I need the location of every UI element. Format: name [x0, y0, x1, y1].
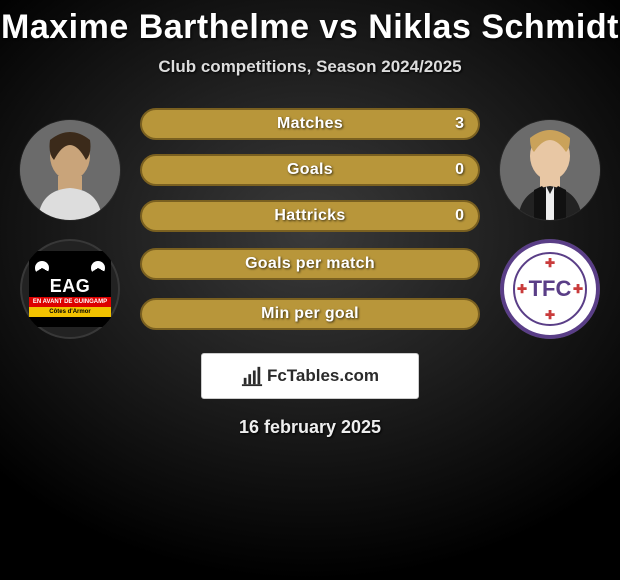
cross-icon: ✚	[517, 282, 527, 296]
stat-row-goals-per-match: Goals per match	[140, 248, 480, 280]
club-right-abbr: TFC	[529, 276, 572, 302]
cross-icon: ✚	[545, 256, 555, 270]
stat-value: 0	[455, 161, 464, 179]
stat-row-matches: Matches 3	[140, 108, 480, 140]
stat-row-hattricks: Hattricks 0	[140, 200, 480, 232]
swirl-icon	[91, 261, 105, 275]
stat-row-goals: Goals 0	[140, 154, 480, 186]
page-title: Maxime Barthelme vs Niklas Schmidt	[0, 0, 620, 47]
cross-icon: ✚	[545, 308, 555, 322]
stat-row-min-per-goal: Min per goal	[140, 298, 480, 330]
club-left-abbr: EAG	[50, 277, 91, 295]
stat-value: 0	[455, 207, 464, 225]
club-left-line1: EN AVANT DE GUINGAMP	[29, 297, 111, 307]
footer-badge: FcTables.com	[201, 353, 419, 399]
stat-value: 3	[455, 115, 464, 133]
swirl-icon	[35, 261, 49, 275]
club-right-badge: ✚ ✚ ✚ ✚ TFC	[500, 239, 600, 339]
bar-chart-icon	[241, 365, 263, 387]
avatar-placeholder-icon	[500, 120, 600, 220]
footer-label: FcTables.com	[267, 366, 379, 386]
stat-label: Min per goal	[261, 305, 359, 323]
comparison-grid: Matches 3 Goals 0 Hattricks 0	[10, 101, 610, 339]
stat-label: Goals per match	[245, 255, 375, 273]
stat-label: Goals	[287, 161, 333, 179]
club-left-badge: EAG EN AVANT DE GUINGAMP Côtes d'Armor	[20, 239, 120, 339]
club-left-line2: Côtes d'Armor	[29, 307, 111, 317]
player-right-avatar	[500, 120, 600, 220]
stat-label: Hattricks	[274, 207, 345, 225]
avatar-placeholder-icon	[20, 120, 120, 220]
subtitle: Club competitions, Season 2024/2025	[0, 57, 620, 77]
date-label: 16 february 2025	[0, 417, 620, 438]
stat-label: Matches	[277, 115, 343, 133]
cross-icon: ✚	[573, 282, 583, 296]
player-left-avatar	[20, 120, 120, 220]
